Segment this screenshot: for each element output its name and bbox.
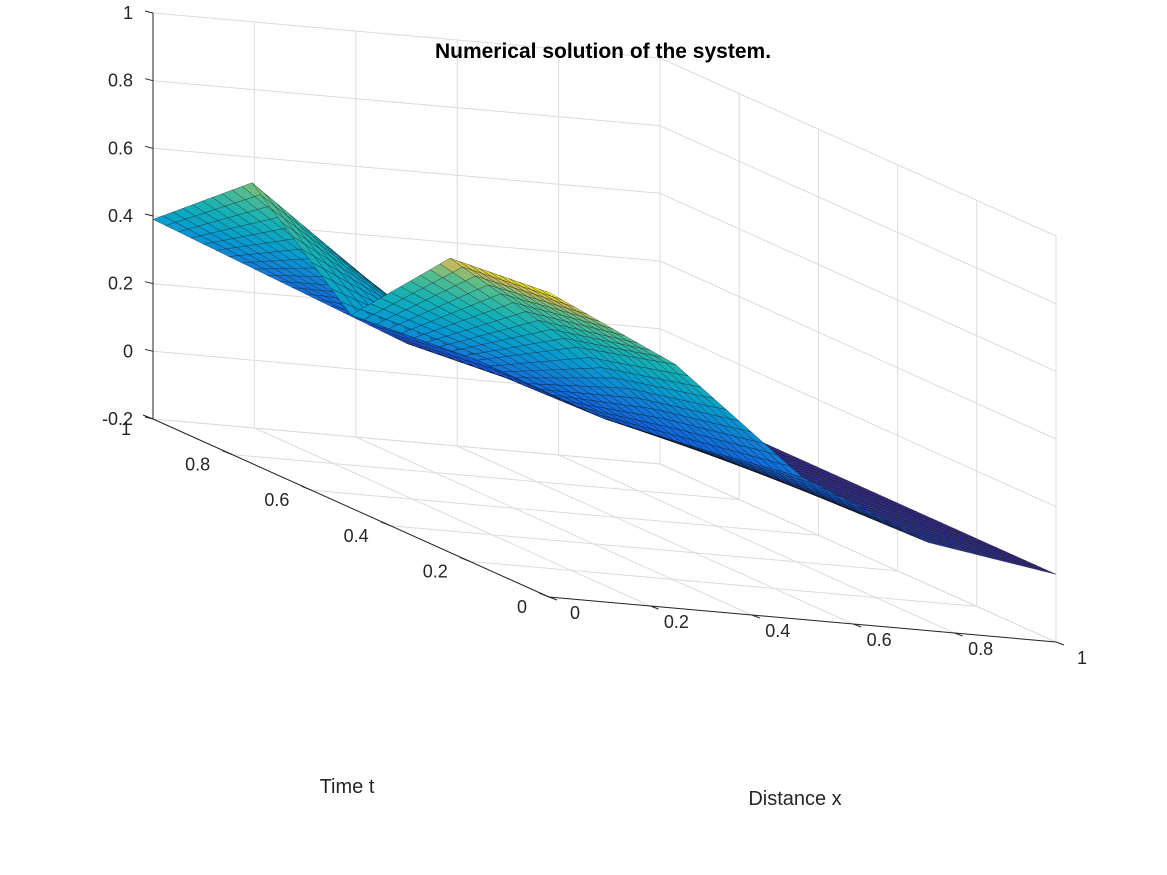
- z-tick-mark: [144, 145, 154, 149]
- x-tick-mark: [853, 623, 862, 628]
- grid-line: [152, 418, 661, 465]
- z-tick-mark: [144, 281, 154, 285]
- x-axis-line: [548, 596, 1057, 643]
- y-tick-mark: [538, 592, 550, 598]
- y-tick-label: 0.8: [185, 455, 210, 475]
- y-tick-label: 0.2: [423, 561, 448, 581]
- grid-line: [232, 454, 740, 501]
- grid-line: [659, 125, 1057, 305]
- x-tick-label: 1: [1077, 648, 1087, 668]
- z-tick-mark: [144, 348, 154, 352]
- z-tick-label: 0.4: [108, 206, 133, 226]
- x-tick-label: 0.8: [968, 639, 993, 659]
- z-tick-mark: [144, 416, 154, 420]
- z-tick-label: 0.8: [108, 71, 133, 91]
- y-tick-mark: [301, 485, 312, 491]
- x-tick-mark: [548, 596, 558, 601]
- y-tick-label: 0: [517, 597, 527, 617]
- grid-line: [456, 445, 854, 625]
- z-tick-mark: [144, 213, 154, 217]
- x-tick-label: 0.4: [765, 621, 790, 641]
- axes: [142, 10, 1065, 646]
- grid-line: [659, 463, 1057, 643]
- z-tick-label: 0.2: [108, 274, 133, 294]
- y-tick-label: 0.6: [264, 490, 289, 510]
- grid-line: [469, 560, 977, 607]
- grid-line: [311, 489, 819, 536]
- grid-line: [152, 12, 661, 59]
- grid-line: [659, 192, 1057, 372]
- y-tick-label: 1: [121, 419, 131, 439]
- grid-line: [558, 454, 955, 634]
- y-axis-line: [152, 418, 550, 598]
- grid-line: [355, 436, 753, 616]
- y-tick-label: 0.4: [344, 526, 369, 546]
- x-tick-label: 0.2: [664, 612, 689, 632]
- z-tick-label: 0.6: [108, 138, 133, 158]
- surface-mesh: [152, 182, 1057, 575]
- x-tick-label: 0: [570, 603, 580, 623]
- z-tick-label: -0.2: [102, 409, 133, 429]
- grid-line: [254, 427, 651, 607]
- y-axis-label: Time t: [320, 776, 375, 798]
- grid-line: [152, 147, 661, 194]
- x-tick-label: 0.6: [867, 630, 892, 650]
- x-tick-mark: [751, 614, 760, 619]
- z-tick-mark: [144, 78, 154, 82]
- chart-title: Numerical solution of the system.: [435, 40, 771, 63]
- grid-line: [659, 328, 1057, 508]
- grid-line: [659, 57, 1057, 237]
- x-axis-label: Distance x: [748, 788, 841, 810]
- surface-patch: [1033, 566, 1057, 575]
- z-tick-label: 0: [123, 341, 133, 361]
- z-tick-label: 1: [123, 3, 133, 23]
- z-tick-mark: [144, 10, 154, 14]
- grid-line: [152, 80, 661, 127]
- x-tick-mark: [650, 605, 659, 610]
- grid-line: [659, 260, 1057, 440]
- y-tick-mark: [380, 521, 391, 527]
- y-tick-mark: [222, 450, 233, 456]
- y-tick-mark: [459, 556, 470, 562]
- tick-labels: 0 0.2 0.4 0.6 0.8 100.20.40.60.81-0.200.20.40…: [102, 3, 1087, 668]
- grid-line: [390, 525, 898, 572]
- x-tick-mark: [954, 632, 963, 637]
- x-tick-mark: [1055, 641, 1065, 646]
